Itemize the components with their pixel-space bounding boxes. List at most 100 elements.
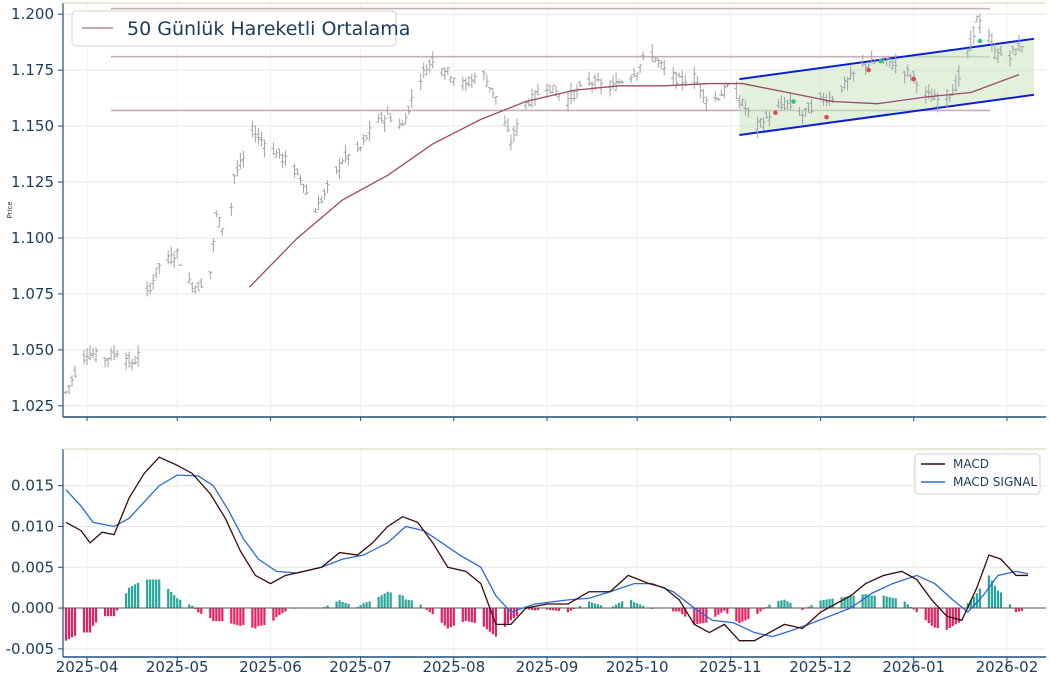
price-legend: 50 Günlük Hareketli Ortalama bbox=[71, 10, 410, 47]
macd-histogram-bar bbox=[681, 608, 684, 615]
macd-histogram-bar bbox=[386, 591, 389, 609]
macd-histogram-bar bbox=[783, 599, 786, 609]
macd-histogram-bar bbox=[383, 593, 386, 609]
x-axis-ticks: 2025-04 2025-05 2025-06 2025-07 2025-08 2025-… bbox=[56, 417, 1038, 676]
macd-histogram-bar bbox=[726, 608, 729, 614]
macd-histogram-bar bbox=[945, 608, 948, 630]
macd-histogram-bar bbox=[230, 608, 233, 624]
macd-histogram-bar bbox=[404, 599, 407, 609]
macd-histogram-bar bbox=[365, 602, 368, 609]
macd-histogram-bar bbox=[572, 608, 576, 610]
macd-histogram-bar bbox=[275, 608, 278, 618]
macd-histogram-bar bbox=[359, 605, 362, 609]
macd-histogram-bar bbox=[173, 595, 176, 609]
macd-histogram-bar bbox=[843, 596, 846, 609]
sell-marker bbox=[866, 67, 871, 73]
macd-histogram-bar bbox=[957, 608, 960, 623]
channel-lower-line bbox=[739, 93, 1035, 137]
macd-histogram-bar bbox=[134, 584, 137, 609]
macd-histogram-bar bbox=[735, 608, 738, 622]
macd-histogram-bar bbox=[894, 598, 897, 609]
buy-marker bbox=[878, 58, 883, 64]
price-y-tick-label: 1.025 bbox=[11, 397, 54, 415]
macd-histogram-bar bbox=[888, 597, 891, 609]
macd-lines bbox=[63, 456, 1046, 642]
macd-histogram-bar bbox=[828, 599, 831, 609]
macd-histogram-bar bbox=[530, 608, 534, 610]
price-axes bbox=[62, 2, 1046, 418]
macd-histogram-bar bbox=[699, 608, 702, 624]
macd-histogram-bar bbox=[278, 608, 281, 616]
sell-marker bbox=[773, 110, 778, 115]
macd-histogram-bar bbox=[64, 608, 68, 641]
macd-histogram-bar bbox=[642, 605, 645, 609]
macd-histogram-bar bbox=[612, 606, 615, 609]
macd-histogram-bar bbox=[789, 602, 792, 609]
macd-histogram-bar bbox=[545, 608, 549, 610]
macd-histogram-bar bbox=[212, 608, 215, 622]
macd-histogram-bar bbox=[825, 599, 828, 609]
x-tick-label: 2025-12 bbox=[789, 658, 852, 676]
macd-y-tick-label: -0.005 bbox=[6, 640, 54, 658]
price-y-axis-label: Price bbox=[6, 201, 14, 218]
macd-histogram-bar bbox=[566, 608, 570, 613]
macd-histogram-bar bbox=[272, 608, 275, 621]
macd-histogram-bar bbox=[473, 608, 476, 623]
macd-histogram-bar bbox=[852, 595, 855, 609]
macd-histogram-bar bbox=[221, 608, 224, 622]
macd-histogram-bar bbox=[596, 604, 600, 609]
x-tick-label: 2025-04 bbox=[56, 658, 119, 676]
macd-histogram-bar bbox=[251, 608, 254, 628]
macd-histogram-bar bbox=[714, 608, 717, 617]
macd-histogram-bar bbox=[488, 608, 491, 632]
macd-histogram-bar bbox=[503, 608, 506, 627]
macd-histogram-bar bbox=[461, 608, 464, 622]
macd-histogram-bar bbox=[341, 601, 344, 609]
macd-histogram-bar bbox=[966, 603, 969, 609]
macd-histogram-bar bbox=[419, 604, 422, 609]
price-legend-label: 50 Günlük Hareketli Ortalama bbox=[127, 18, 410, 40]
macd-histogram-bar bbox=[67, 608, 71, 640]
x-tick-label: 2025-08 bbox=[422, 658, 485, 676]
price-y-tick-label: 1.125 bbox=[11, 173, 54, 191]
x-tick-label: 2025-09 bbox=[516, 658, 579, 676]
macd-histogram-bar bbox=[257, 608, 260, 627]
macd-histogram-bar bbox=[73, 608, 77, 636]
x-tick-label: 2025-07 bbox=[329, 658, 392, 676]
macd-histogram-bar bbox=[494, 608, 497, 637]
macd-histogram-bar bbox=[672, 608, 675, 612]
macd-histogram-bar bbox=[452, 608, 455, 626]
macd-histogram-bar bbox=[242, 608, 245, 626]
macd-histogram-bar bbox=[155, 579, 158, 609]
macd-histogram-bar bbox=[200, 608, 203, 614]
macd-line bbox=[65, 456, 1028, 642]
macd-histogram-bar bbox=[410, 600, 413, 609]
macd-histogram-bar bbox=[765, 606, 768, 609]
macd-histogram-bar bbox=[557, 608, 561, 612]
macd-histogram-bar bbox=[578, 606, 582, 609]
macd-histogram-bar bbox=[167, 588, 170, 609]
macd-histogram-bar bbox=[218, 608, 221, 622]
macd-histogram-bar bbox=[440, 608, 443, 623]
macd-histogram-bar bbox=[999, 592, 1003, 609]
macd-histogram-bar bbox=[633, 602, 636, 609]
macd-histogram-bar bbox=[599, 605, 603, 609]
macd-histogram-bar bbox=[972, 596, 975, 609]
macd-histogram-bar bbox=[615, 604, 618, 609]
macd-y-tick-label: 0.000 bbox=[11, 599, 54, 617]
macd-histogram-bar bbox=[948, 608, 951, 628]
macd-histogram-bar bbox=[1008, 604, 1012, 609]
macd-histogram-bar bbox=[990, 580, 993, 609]
macd-histogram-bar bbox=[969, 599, 972, 609]
x-tick-label: 2025-10 bbox=[606, 658, 669, 676]
macd-histogram-bar bbox=[464, 608, 467, 621]
macd-histogram-bar bbox=[323, 606, 326, 609]
macd-histogram-bar bbox=[527, 608, 531, 610]
macd-histogram-bar bbox=[840, 597, 843, 609]
macd-histogram-bar bbox=[873, 595, 876, 609]
macd-histogram-bar bbox=[1020, 608, 1024, 611]
buy-marker bbox=[791, 99, 796, 104]
macd-histogram-bar bbox=[870, 595, 873, 609]
macd-histogram-bar bbox=[912, 608, 915, 610]
macd-histogram-bar bbox=[885, 596, 888, 609]
